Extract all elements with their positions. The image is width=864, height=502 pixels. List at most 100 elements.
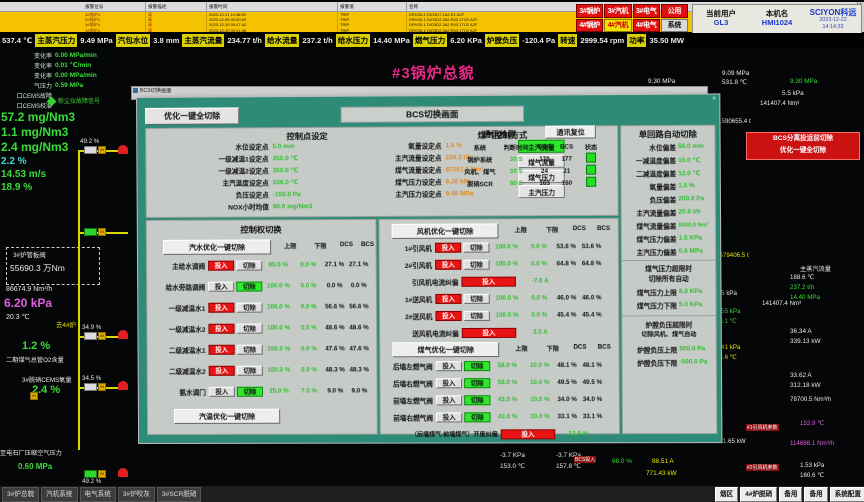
fan-off-button-0[interactable]: 切除 [463,242,490,253]
setpoint-value-steam-temp[interactable]: 536.0 ℃ [272,179,299,187]
fan-off-button-1[interactable]: 切除 [463,259,490,270]
gas-on-button-2[interactable]: 投入 [435,394,463,405]
auto-cut-value-8[interactable]: 0.6 MPa [678,247,703,255]
control-off-button-4[interactable]: 切除 [236,344,263,355]
gas-on-button-3[interactable]: 投入 [436,411,463,422]
pump-icon-1[interactable] [118,145,128,154]
control-off-button-3[interactable]: 切除 [236,323,263,334]
nav-button-turbine4[interactable]: 4#汽机 [604,18,632,32]
taskbar-tab-4[interactable]: 3#SCR脱硝 [157,486,202,502]
right-val-141407: 141407.4 Nm³ [760,100,800,107]
control-off-button-2[interactable]: 切除 [236,302,263,313]
motor-icon-2[interactable]: M [98,228,106,236]
pump-icon-3[interactable] [118,381,128,390]
fan-optimize-cut-button[interactable]: 风机优化一键切除 [391,223,499,239]
setpoint-value-draft[interactable]: -150.0 Pa [272,190,301,198]
steam-water-optimize-cut-button[interactable]: 汽水优化一键切除 [162,239,272,255]
furnace-limit-lower-value[interactable]: -500.0 Pa [679,358,708,366]
auto-cut-value-7[interactable]: 1.5 KPa [678,234,703,242]
control-on-button-6[interactable]: 投入 [208,386,235,397]
auto-cut-value-4[interactable]: 200.0 Pa [678,195,705,203]
fan-on-button-1[interactable]: 投入 [435,259,462,270]
gas-optimize-cut-button[interactable]: 煤气优化一键切除 [392,341,500,358]
control-on-button-0[interactable]: 投入 [208,260,235,271]
motor-icon-4[interactable]: M [98,383,106,391]
gas-limit-lower-value[interactable]: 5.0 KPa [678,301,703,309]
taskbar-tab-1[interactable]: 汽机系统 [41,486,78,502]
nav-button-system[interactable]: 系统 [660,18,688,32]
nav-button-elec4[interactable]: 4#电气 [632,18,660,32]
taskbar-tab-3[interactable]: 3#炉吹灰 [117,486,155,502]
auto-cut-value-0[interactable]: 50.0 mm [677,142,704,151]
auto-cut-value-1[interactable]: 10.0 ℃ [678,156,701,164]
gas-off-button-2[interactable]: 切除 [464,394,491,405]
nav-button-elec3[interactable]: 3#电气 [632,4,660,18]
taskbar-tab-7[interactable]: 备用 [779,486,803,502]
pump-icon-2[interactable] [118,330,128,339]
setpoint-label-nox: NOX小时均值 [228,204,269,212]
close-icon[interactable]: × [712,95,717,103]
gas-off-button-1[interactable]: 切除 [464,377,491,388]
fan-off-button-3[interactable]: 切除 [463,293,490,304]
setpoint-value-desuper1[interactable]: 350.0 ℃ [272,155,299,163]
fan-off-button-4[interactable]: 切除 [463,310,490,321]
gas-on-button-0[interactable]: 投入 [435,360,462,371]
control-off-button-0[interactable]: 切除 [236,260,263,271]
comm-reset-button[interactable]: 通讯复位 [545,125,596,139]
control-on-button-5[interactable]: 投入 [208,365,235,376]
nav-button-turbine3[interactable]: 3#汽机 [604,4,632,18]
nav-button-boiler3[interactable]: 3#锅炉 [576,4,604,18]
taskbar-tab-0[interactable]: 3#炉总貌 [2,486,40,502]
gas-flow-value: 86674.9 Nm³/h [6,286,53,293]
fan2-params-badge[interactable]: #2引风机参数 [746,464,779,471]
taskbar-tab-2[interactable]: 电气系统 [79,486,116,502]
pump-icon-4[interactable] [118,468,128,477]
control-on-button-1[interactable]: 投入 [208,281,235,292]
fan-on-button-3[interactable]: 投入 [435,293,462,304]
valve-icon-2[interactable] [84,228,97,236]
motor-icon-5[interactable]: M [98,470,106,478]
taskbar-tab-8[interactable]: 备用 [804,486,828,502]
valve-icon-5[interactable] [84,470,97,478]
gas-off-button-0[interactable]: 切除 [463,360,491,371]
setpoint-value-nox[interactable]: 90.0 mg/Nm3 [272,202,313,210]
control-on-button-3[interactable]: 投入 [208,323,235,334]
gas-opening-trim-button[interactable]: 投入 [500,428,556,439]
nav-button-boiler4[interactable]: 4#锅炉 [576,18,604,32]
fan-on-button-4[interactable]: 投入 [435,310,462,321]
gas-on-button-1[interactable]: 投入 [435,377,463,388]
control-on-button-4[interactable]: 投入 [208,344,235,355]
fan-current-trim-button-2[interactable]: 投入 [461,327,517,338]
setpoint-value-desuper2[interactable]: 350.0 ℃ [272,167,299,175]
steam-temp-optimize-cut-button[interactable]: 汽温优化一键切除 [173,408,281,424]
control-off-button-6[interactable]: 切除 [236,386,264,397]
motor-icon-6[interactable]: M [30,392,38,400]
control-lower-3: 0.0 % [300,324,317,332]
nav-button-common[interactable]: 公用 [660,4,688,18]
fan-current-trim-button-1[interactable]: 投入 [461,276,516,287]
auto-cut-value-2[interactable]: 12.0 ℃ [678,169,701,177]
setpoint-value-o2[interactable]: 1.6 % [445,141,462,149]
optimize-all-cut-button[interactable]: 优化一键全切除 [145,107,240,125]
fan1-params-badge[interactable]: #1引风机参数 [746,424,779,431]
valve-icon-4[interactable] [84,383,97,391]
taskbar-tab-5[interactable]: 烟区 [714,486,739,502]
fan-on-button-0[interactable]: 投入 [434,242,462,253]
control-off-button-5[interactable]: 切除 [236,365,263,376]
valve-icon-3[interactable] [84,332,97,340]
auto-cut-value-6[interactable]: 8000.0 Nm³ [678,221,709,229]
auto-cut-value-3[interactable]: 1.5 % [678,182,695,190]
furnace-limit-upper-value[interactable]: 500.0 Pa [679,345,706,353]
control-off-button-1[interactable]: 切除 [236,281,263,292]
setpoint-value-water-level[interactable]: 5.0 mm [272,142,295,150]
auto-cut-value-5[interactable]: 20.0 t/h [678,208,701,216]
setpoint-value-steam-pressure[interactable]: 9.49 MPa [445,189,474,198]
taskbar-tab-9[interactable]: 系统配置 [829,486,864,502]
taskbar-tab-6[interactable]: 4#炉脱硝 [740,486,778,502]
gas-off-button-3[interactable]: 切除 [464,411,491,422]
control-on-button-2[interactable]: 投入 [208,302,235,313]
motor-icon-3[interactable]: M [98,332,106,340]
valve-icon-1[interactable] [84,146,97,154]
motor-icon-1[interactable]: M [98,146,106,154]
gas-limit-upper-value[interactable]: 8.0 KPa [678,287,703,296]
